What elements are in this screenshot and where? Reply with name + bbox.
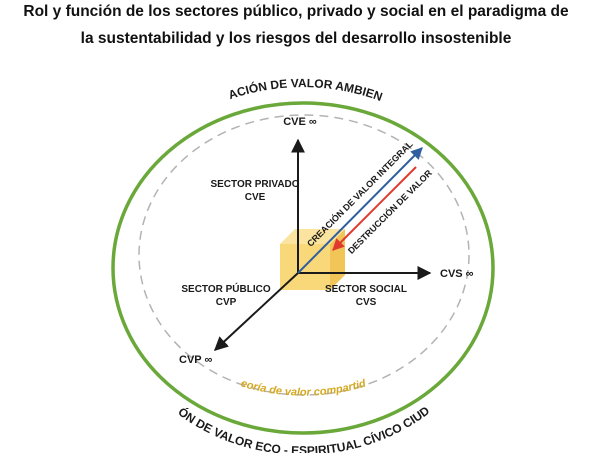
social-sector-name: SECTOR SOCIAL [325,284,407,295]
title-line-1: Rol y función de los sectores público, p… [23,3,569,20]
axis-diagonal [213,272,299,351]
outer-ring-top-label: CREACIÓN DE VALOR AMBIENTAL [0,0,384,104]
public-sector-name: SECTOR PÚBLICO [181,282,270,295]
inner-ring [138,114,470,396]
outer-ring [111,101,495,435]
public-sector-code: CVP [216,297,237,308]
integral-value-arrow [297,147,423,274]
integral-value-label: CREACIÓN DE VALOR INTEGRAL [304,138,415,249]
svg-text:Teoría de valor compartido: Teoría de valor compartido [0,0,367,399]
axis-right-label: CVS ∞ [440,268,474,280]
private-sector-name: SECTOR PRIVADO [210,179,299,190]
title-line-2: la sustentabilidad y los riesgos del des… [80,30,512,47]
svg-text:CREACIÓN DE VALOR AMBIENTAL: CREACIÓN DE VALOR AMBIENTAL [0,0,384,104]
axis-up-label: CVE ∞ [283,116,317,128]
inner-ring-label: Teoría de valor compartido [0,0,367,399]
destruction-arrow [332,166,417,251]
private-sector-code: CVE [245,192,266,203]
axis-diag-label: CVP ∞ [179,354,212,366]
social-sector-code: CVS [356,297,377,308]
